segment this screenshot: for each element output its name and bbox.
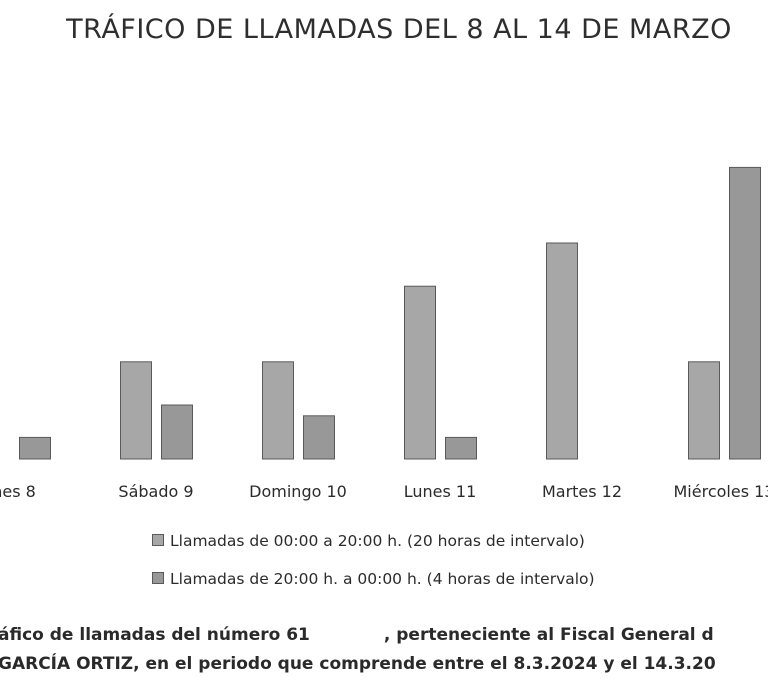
category-label-3: Lunes 11 — [404, 482, 477, 501]
category-label-1: Sábado 9 — [118, 482, 193, 501]
bar-series-1-5 — [688, 361, 720, 460]
legend-swatch-series-1 — [152, 534, 164, 546]
legend-entry-series-1: Llamadas de 00:00 a 20:00 h. (20 horas d… — [152, 532, 585, 550]
category-label-5: Miércoles 13 — [674, 482, 768, 501]
category-label-0: nes 8 — [0, 482, 36, 501]
legend-swatch-series-2 — [152, 572, 164, 584]
bar-chart: nes 8 Sábado 9 Domingo 10 Lunes 11 Martes 12… — [0, 166, 768, 501]
chart-title: TRÁFICO DE LLAMADAS DEL 8 AL 14 DE MARZO — [66, 14, 732, 45]
legend-entry-series-2: Llamadas de 20:00 h. a 00:00 h. (4 horas… — [152, 570, 595, 588]
category-label-4: Martes 12 — [542, 482, 622, 501]
caption-text-start: áfico de llamadas del número 61 — [0, 625, 310, 645]
bar-series-1-2 — [262, 361, 294, 460]
category-label-2: Domingo 10 — [249, 482, 347, 501]
bar-series-1-4 — [546, 242, 578, 460]
bar-series-2-5 — [729, 166, 761, 460]
caption-text-end: , perteneciente al Fiscal General d — [383, 625, 714, 645]
bar-series-2-1 — [161, 404, 193, 460]
bar-series-2-2 — [303, 415, 335, 460]
legend-label-series-1: Llamadas de 00:00 a 20:00 h. (20 horas d… — [170, 532, 585, 550]
bar-series-2-0 — [19, 436, 51, 460]
caption-line-2: GARCÍA ORTIZ, en el periodo que comprend… — [0, 654, 716, 674]
bar-series-1-3 — [404, 285, 436, 460]
caption-line-1: áfico de llamadas del número 61 , pertene… — [0, 625, 714, 645]
bar-series-2-3 — [445, 436, 477, 460]
bar-series-1-1 — [120, 361, 152, 460]
legend-label-series-2: Llamadas de 20:00 h. a 00:00 h. (4 horas… — [170, 570, 595, 588]
